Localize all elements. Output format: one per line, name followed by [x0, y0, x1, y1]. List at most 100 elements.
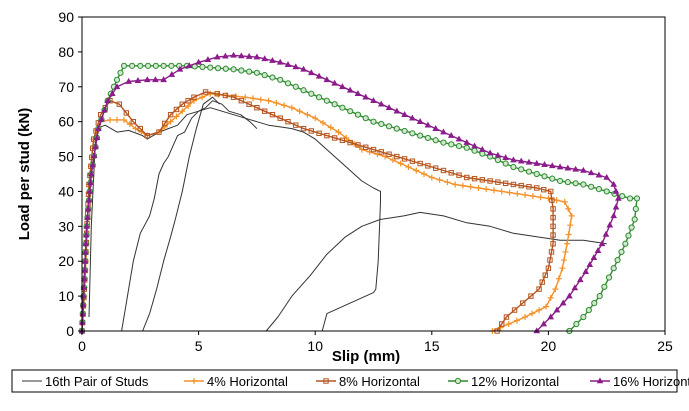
series-line	[142, 96, 220, 332]
data-point	[113, 116, 120, 123]
data-point	[190, 97, 197, 104]
legend: 16th Pair of Studs 4% Horizontal 8% Horizo…	[11, 369, 689, 393]
data-point	[173, 106, 180, 113]
data-point	[230, 94, 237, 100]
data-point	[548, 249, 555, 255]
data-point	[567, 222, 574, 229]
data-point	[413, 167, 420, 174]
x-tick-label: 10	[307, 338, 323, 354]
x-tick-label: 0	[78, 338, 86, 354]
data-point	[560, 257, 567, 264]
data-point	[510, 163, 517, 171]
data-point	[619, 192, 626, 200]
data-point	[92, 143, 99, 150]
data-point	[568, 212, 575, 219]
data-point	[596, 293, 603, 300]
data-point	[250, 95, 257, 102]
data-point	[269, 111, 276, 118]
data-point	[475, 184, 482, 191]
y-tick-label: 0	[66, 323, 74, 339]
data-point	[526, 184, 532, 190]
data-point	[610, 212, 618, 219]
data-point	[269, 56, 276, 63]
data-point	[300, 87, 307, 94]
data-point	[101, 106, 108, 113]
data-point	[331, 135, 338, 141]
series-line	[81, 91, 554, 332]
data-point	[571, 284, 579, 291]
data-point	[606, 221, 614, 228]
data-point	[444, 179, 451, 186]
data-point	[448, 170, 454, 176]
legend-label: 12% Horizontal	[471, 374, 559, 389]
data-point	[370, 118, 377, 125]
data-point	[525, 158, 533, 165]
data-point	[84, 205, 92, 212]
data-point	[459, 182, 466, 189]
data-point	[518, 182, 524, 189]
data-point	[448, 141, 455, 148]
data-point	[88, 170, 95, 177]
data-point	[518, 166, 525, 173]
series-0	[88, 96, 607, 332]
data-point	[86, 187, 94, 194]
data-point	[514, 190, 521, 197]
data-point	[542, 272, 548, 278]
data-point	[143, 76, 151, 83]
data-point	[273, 100, 280, 107]
x-tick-label: 5	[195, 338, 203, 354]
data-point	[572, 180, 579, 187]
legend-label: 16th Pair of Studs	[45, 374, 149, 389]
data-point	[605, 274, 613, 281]
data-point	[261, 72, 268, 79]
data-point	[548, 162, 556, 169]
data-point	[80, 283, 88, 290]
data-point	[534, 185, 540, 191]
data-point	[347, 139, 353, 146]
data-point	[168, 70, 176, 77]
data-point	[505, 321, 512, 328]
data-point	[246, 101, 252, 107]
data-point	[312, 115, 319, 122]
data-point	[417, 160, 423, 167]
data-point	[566, 292, 573, 299]
legend-marker	[191, 378, 197, 384]
data-point	[547, 294, 554, 301]
data-point	[529, 193, 536, 200]
data-point	[156, 129, 162, 135]
data-point	[533, 159, 541, 166]
data-point	[204, 56, 212, 63]
data-point	[323, 76, 331, 83]
data-point	[556, 163, 564, 170]
data-point	[612, 187, 620, 194]
data-point	[464, 174, 470, 181]
data-point	[355, 142, 361, 148]
data-point	[537, 194, 544, 201]
data-point	[284, 80, 292, 87]
data-point	[144, 132, 150, 139]
data-point	[324, 132, 330, 139]
data-point	[479, 145, 486, 152]
data-point	[425, 163, 431, 169]
data-point	[207, 64, 214, 71]
data-point	[572, 165, 579, 172]
data-point	[168, 62, 175, 69]
legend-marker	[596, 377, 604, 384]
series-line	[265, 211, 607, 332]
data-point	[238, 52, 245, 59]
data-point	[152, 62, 159, 69]
data-point	[495, 179, 501, 185]
data-point	[547, 257, 553, 263]
data-point	[339, 137, 346, 143]
data-point	[98, 115, 105, 122]
data-point	[315, 72, 323, 79]
data-point	[106, 116, 113, 123]
series-line	[88, 107, 381, 332]
y-tick-label: 30	[58, 218, 74, 234]
data-point	[134, 77, 142, 83]
data-point	[549, 197, 555, 203]
data-point	[536, 286, 542, 292]
data-point	[540, 320, 548, 327]
data-point	[409, 158, 416, 164]
